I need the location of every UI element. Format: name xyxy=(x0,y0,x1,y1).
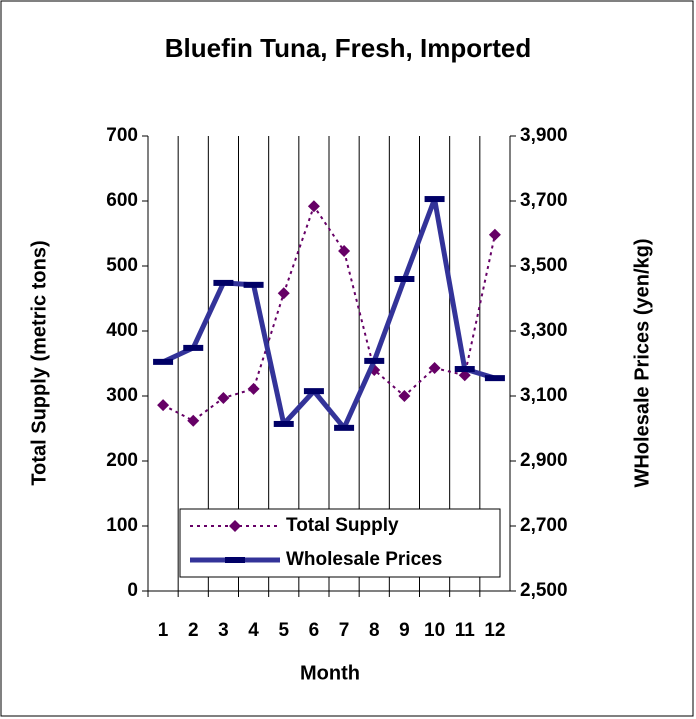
legend-label: Wholesale Prices xyxy=(286,549,442,570)
marker xyxy=(273,420,294,427)
marker xyxy=(424,196,445,203)
y-tick-label: 700 xyxy=(106,125,138,146)
marker xyxy=(307,200,320,213)
y-tick-label: 600 xyxy=(106,190,138,211)
legend-marker xyxy=(225,557,245,563)
marker xyxy=(217,391,230,404)
x-tick-label: 1 xyxy=(158,620,169,641)
marker xyxy=(364,357,385,364)
x-tick-label: 2 xyxy=(188,620,199,641)
series-line xyxy=(162,196,496,431)
x-tick-label: 10 xyxy=(424,620,445,641)
marker xyxy=(277,287,290,300)
marker xyxy=(243,281,264,288)
marker xyxy=(484,375,505,382)
x-tick-label: 5 xyxy=(278,620,289,641)
marker xyxy=(428,362,441,375)
marker xyxy=(213,279,234,286)
y2-tick-label: 3,700 xyxy=(520,190,568,211)
marker xyxy=(183,344,204,351)
x-tick-label: 8 xyxy=(369,620,380,641)
y2-tick-label: 3,100 xyxy=(520,385,568,406)
marker xyxy=(153,358,174,365)
marker xyxy=(338,245,351,258)
x-tick-label: 4 xyxy=(248,620,259,641)
y2-tick-label: 2,900 xyxy=(520,450,568,471)
x-tick-label: 12 xyxy=(484,620,505,641)
x-tick-label: 11 xyxy=(455,620,476,641)
y2-tick-label: 3,500 xyxy=(520,255,568,276)
legend-box xyxy=(179,508,501,578)
marker xyxy=(187,414,200,427)
y2-tick-label: 3,300 xyxy=(520,320,568,341)
series-line xyxy=(162,203,496,422)
y-tick-label: 200 xyxy=(106,450,138,471)
x-tick-label: 6 xyxy=(309,620,320,641)
marker xyxy=(303,388,324,395)
x-axis-label: Month xyxy=(300,662,360,684)
marker xyxy=(488,228,501,241)
x-tick-label: 7 xyxy=(339,620,350,641)
marker xyxy=(394,276,415,282)
y-axis-label: Total Supply (metric tons) xyxy=(28,240,50,485)
y-tick-label: 300 xyxy=(106,385,138,406)
y2-axis-label: WHolesale Prices (yen/kg) xyxy=(631,239,653,488)
y2-tick-label: 2,700 xyxy=(520,515,568,536)
legend-label: Total Supply xyxy=(286,515,399,536)
marker xyxy=(157,399,170,412)
marker xyxy=(398,390,411,402)
y-tick-label: 0 xyxy=(127,580,138,601)
x-tick-label: 9 xyxy=(399,620,410,641)
y-tick-label: 400 xyxy=(106,320,138,341)
y-tick-label: 500 xyxy=(106,255,138,276)
y2-tick-label: 3,900 xyxy=(520,125,568,146)
x-tick-label: 3 xyxy=(218,620,229,641)
marker xyxy=(334,424,355,431)
marker xyxy=(454,366,475,373)
y-tick-label: 100 xyxy=(106,515,138,536)
marker xyxy=(247,382,260,395)
chart-title: Bluefin Tuna, Fresh, Imported xyxy=(165,33,531,63)
y2-tick-label: 2,500 xyxy=(520,580,568,601)
legend-marker xyxy=(229,520,241,532)
